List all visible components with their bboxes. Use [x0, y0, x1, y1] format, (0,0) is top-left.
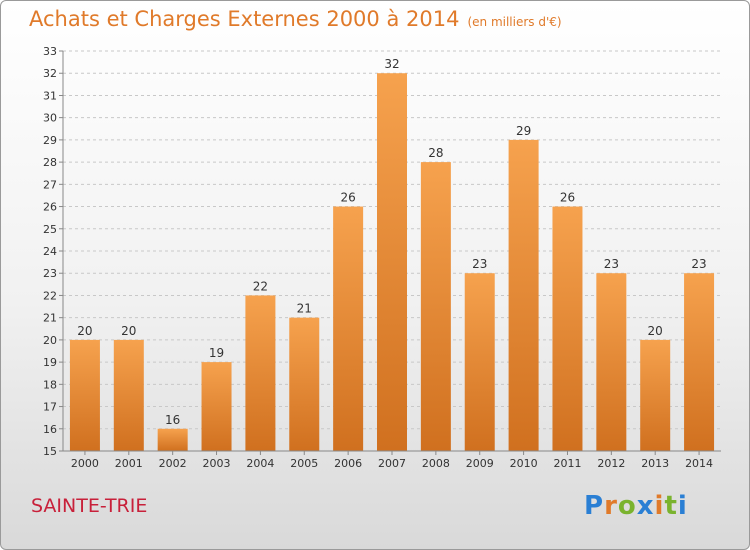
data-label: 16 — [165, 413, 180, 427]
logo-letter: x — [636, 491, 655, 521]
chart-title: Achats et Charges Externes 2000 à 2014 (e… — [29, 7, 562, 31]
y-tick-label: 20 — [43, 334, 57, 347]
bar-2014 — [684, 273, 715, 451]
logo-letter: r — [604, 491, 618, 521]
x-tick-label: 2004 — [246, 457, 274, 470]
x-tick-label: 2012 — [597, 457, 625, 470]
data-label: 23 — [472, 257, 487, 271]
x-tick-label: 2001 — [115, 457, 143, 470]
y-tick-label: 30 — [43, 112, 57, 125]
x-tick-label: 2010 — [510, 457, 538, 470]
bar-2000 — [69, 339, 100, 451]
x-tick-label: 2000 — [71, 457, 99, 470]
title-text: Achats et Charges Externes 2000 à 2014 — [29, 7, 460, 31]
bar-2006 — [333, 206, 364, 451]
x-tick-label: 2014 — [685, 457, 713, 470]
y-tick-label: 19 — [43, 356, 57, 369]
data-label: 19 — [209, 346, 224, 360]
data-label: 20 — [648, 324, 663, 338]
y-tick-label: 27 — [43, 178, 57, 191]
logo-letter: i — [654, 491, 665, 521]
y-tick-label: 31 — [43, 89, 57, 102]
data-label: 26 — [340, 191, 355, 205]
bar-2007 — [377, 73, 407, 451]
data-label: 22 — [253, 279, 268, 293]
bar-2003 — [201, 362, 232, 451]
x-tick-label: 2013 — [641, 457, 669, 470]
y-tick-label: 24 — [43, 245, 57, 258]
bar-2005 — [289, 317, 320, 451]
y-tick-label: 32 — [43, 67, 57, 80]
data-label: 20 — [77, 324, 92, 338]
bar-2008 — [420, 162, 451, 451]
data-label: 21 — [297, 302, 312, 316]
logo-letter: o — [617, 491, 637, 521]
commune-name: SAINTE-TRIE — [31, 495, 148, 517]
y-tick-label: 29 — [43, 134, 57, 147]
x-tick-label: 2006 — [334, 457, 362, 470]
chart-subtitle: (en milliers d'€) — [467, 15, 562, 29]
bar-2010 — [508, 139, 539, 451]
y-tick-label: 16 — [43, 423, 57, 436]
proxiti-logo: Proxiti — [584, 491, 688, 521]
bar-2011 — [552, 206, 583, 451]
bar-2012 — [596, 273, 627, 451]
data-label: 29 — [516, 124, 531, 138]
x-tick-label: 2009 — [466, 457, 494, 470]
data-label: 28 — [428, 146, 443, 160]
y-tick-label: 25 — [43, 223, 57, 236]
data-label: 32 — [384, 57, 399, 71]
logo-letter: i — [677, 491, 688, 521]
bar-2004 — [245, 295, 276, 451]
logo-letter: t — [664, 491, 678, 521]
data-label: 23 — [604, 257, 619, 271]
y-tick-label: 23 — [43, 267, 57, 280]
y-tick-label: 18 — [43, 378, 57, 391]
y-tick-label: 22 — [43, 289, 57, 302]
y-tick-label: 26 — [43, 201, 57, 214]
bar-2013 — [640, 339, 671, 451]
data-label: 23 — [691, 257, 706, 271]
x-tick-label: 2011 — [553, 457, 581, 470]
x-tick-label: 2003 — [203, 457, 231, 470]
y-tick-label: 17 — [43, 401, 57, 414]
data-label: 26 — [560, 191, 575, 205]
y-tick-label: 15 — [43, 445, 57, 458]
logo-letter: P — [584, 491, 605, 521]
data-label: 20 — [121, 324, 136, 338]
bar-2009 — [464, 273, 495, 451]
x-tick-label: 2005 — [290, 457, 318, 470]
y-tick-label: 21 — [43, 312, 57, 325]
y-tick-label: 33 — [43, 45, 57, 58]
y-tick-label: 28 — [43, 156, 57, 169]
bar-2001 — [113, 339, 144, 451]
x-tick-label: 2008 — [422, 457, 450, 470]
bar-2002 — [157, 428, 188, 451]
x-tick-label: 2002 — [159, 457, 187, 470]
x-tick-label: 2007 — [378, 457, 406, 470]
